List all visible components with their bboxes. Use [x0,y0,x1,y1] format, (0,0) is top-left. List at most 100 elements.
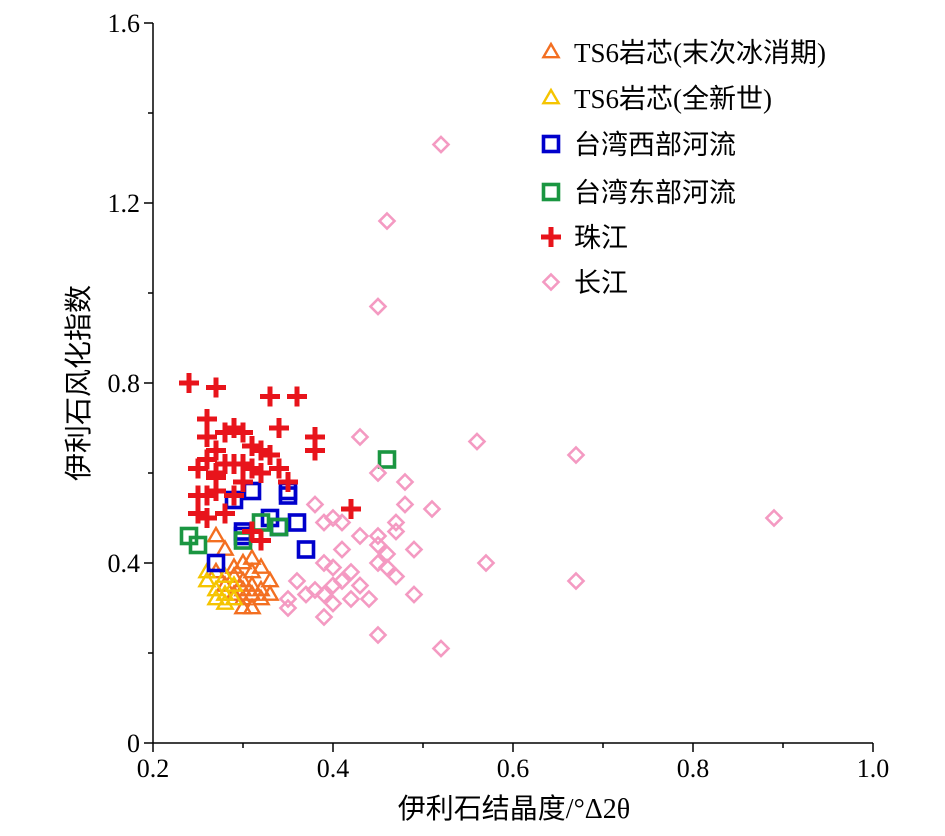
data-point [179,373,199,393]
data-point [296,540,316,559]
data-point [350,576,370,595]
data-point [260,584,280,601]
y-axis-title: 伊利石风化指数 [63,285,95,481]
legend-marker [541,134,561,154]
data-point [278,589,298,609]
data-point [233,597,253,615]
data-point [215,503,235,524]
data-point [467,432,487,451]
data-point [206,553,226,573]
x-tick-label: 1.0 [857,754,890,783]
legend-marker [541,227,561,247]
series-2 [197,561,244,610]
data-point [197,449,217,470]
data-point [224,557,244,574]
legend-label: 珠江 [574,223,628,253]
data-point [314,585,334,604]
data-point [476,553,496,573]
legend-marker [541,272,561,292]
legend-label: 台湾东部河流 [574,178,736,208]
data-point [206,481,226,501]
data-point [242,575,262,592]
data-point [233,570,253,588]
data-point [224,588,244,606]
data-point [566,571,586,591]
x-tick-label: 0.8 [677,754,710,783]
data-point [377,450,397,469]
data-point [368,553,388,573]
legend-marker [541,87,561,105]
y-tick-label: 0.4 [108,549,141,578]
series-5 [179,373,361,551]
data-point [197,427,217,447]
data-point [206,525,226,543]
data-point [197,508,217,528]
x-tick-label: 0.2 [137,754,170,783]
data-point [278,472,298,492]
data-point [215,575,235,592]
data-point [287,386,307,407]
data-point [233,472,253,492]
data-point [269,418,289,438]
data-point [764,508,784,528]
x-tick-label: 0.4 [317,754,350,783]
data-point [341,589,361,609]
data-point [242,481,262,501]
legend-marker [541,41,561,59]
data-point [386,513,406,532]
data-point [251,557,271,574]
data-point [224,485,244,506]
data-point [215,584,235,601]
y-tick-label: 0.8 [108,369,141,398]
data-points [179,135,784,658]
data-point [314,553,334,573]
data-point [332,540,352,559]
data-point [206,579,226,597]
data-point [224,566,244,583]
data-point [395,495,415,514]
x-tick-label: 0.6 [497,754,530,783]
data-point [251,463,271,483]
legend-label: TS6岩芯(全新世) [574,84,772,114]
x-axis-title: 伊利石结晶度/°Δ2θ [398,793,630,825]
data-point [368,535,388,555]
data-point [368,463,388,483]
series-6 [278,135,784,658]
data-point [368,625,388,645]
legend-label: 长江 [574,268,628,298]
data-point [377,211,397,231]
data-point [314,607,334,627]
legend-label: TS6岩芯(末次冰消期) [574,38,826,68]
data-point [422,499,442,519]
axes: 0.2 0.4 0.6 0.8 1.0 0 0.4 0.8 1.2 1.6 [108,9,890,783]
data-point [386,522,406,541]
data-point [566,445,586,465]
data-point [278,598,298,618]
y-tick-label: 1.6 [108,9,141,38]
data-point [341,562,361,582]
data-point [305,495,325,514]
data-point [431,639,451,658]
data-point [377,558,397,577]
data-point [197,409,217,429]
y-tick-label: 1.2 [108,189,141,218]
data-point [323,508,343,528]
data-point [260,386,280,407]
data-point [386,567,406,586]
y-tick-label: 0 [127,729,140,758]
data-point [215,566,235,583]
data-point [251,579,271,597]
data-point [323,558,343,577]
data-point [269,517,289,537]
legend-marker [541,182,561,202]
data-point [350,427,370,447]
data-point [206,377,226,398]
data-point [305,440,325,461]
data-point [431,135,451,154]
data-point [341,499,361,519]
data-point [404,585,424,604]
data-point [260,445,280,465]
data-point [368,297,388,316]
